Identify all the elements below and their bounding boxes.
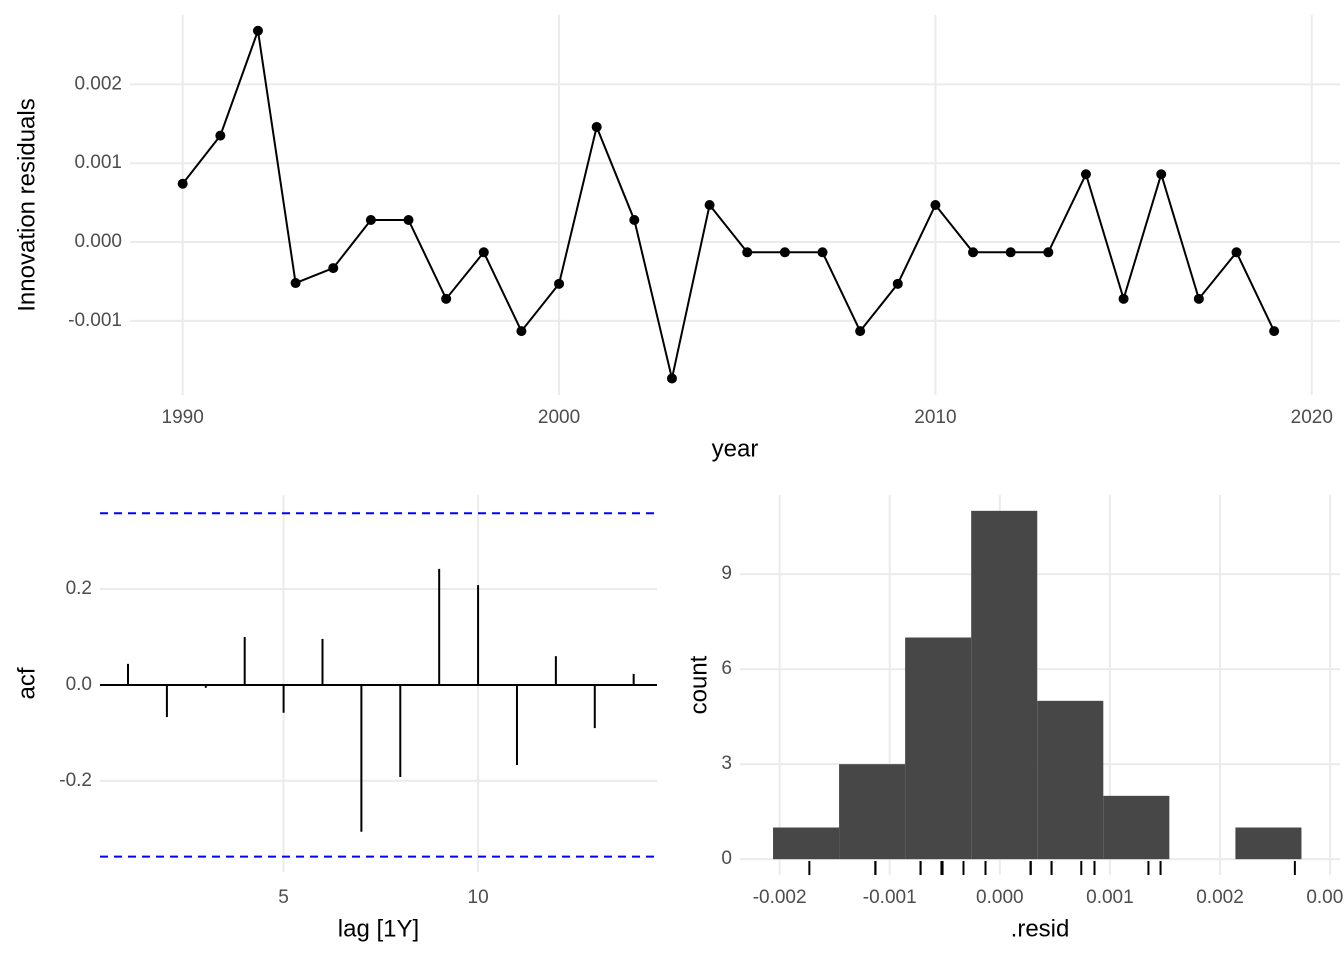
histogram-bar <box>773 827 840 860</box>
data-point <box>1118 293 1129 304</box>
data-point <box>252 25 263 36</box>
y-tick-label: 6 <box>721 658 732 679</box>
data-point <box>1269 326 1280 337</box>
data-point <box>328 263 339 274</box>
y-axis-title: Innovation residuals <box>13 98 40 311</box>
x-axis-title: lag [1Y] <box>338 915 419 942</box>
x-tick-label: 2020 <box>1291 407 1333 428</box>
data-point <box>855 326 866 337</box>
histogram-bar <box>839 764 906 860</box>
data-point <box>779 247 790 258</box>
data-point <box>968 247 979 258</box>
x-tick-label: 0.000 <box>976 887 1024 908</box>
data-point <box>1231 247 1242 258</box>
y-tick-label: 0 <box>721 848 732 869</box>
y-tick-label: 3 <box>721 753 732 774</box>
data-point <box>742 247 753 258</box>
data-point <box>1080 169 1091 180</box>
y-tick-label: 0.001 <box>74 152 122 173</box>
data-point <box>704 200 715 210</box>
y-tick-label: 0.002 <box>74 73 122 94</box>
x-axis-title: .resid <box>1011 915 1070 942</box>
data-point <box>817 247 828 258</box>
y-axis-title: count <box>685 655 712 714</box>
x-tick-label: 0.002 <box>1196 887 1244 908</box>
x-tick-label: 5 <box>278 887 289 908</box>
x-tick-label: -0.001 <box>863 887 917 908</box>
data-point <box>892 278 903 289</box>
series-line <box>181 30 1276 379</box>
y-tick-label: -0.001 <box>68 310 122 331</box>
data-point <box>290 278 301 289</box>
data-point <box>215 130 226 141</box>
data-point <box>365 214 376 225</box>
y-tick-label: 9 <box>721 563 732 584</box>
x-tick-label: 0.003 <box>1306 887 1344 908</box>
x-tick-label: 2010 <box>914 407 956 428</box>
x-tick-label: 1990 <box>162 407 204 428</box>
histogram-bar <box>1103 795 1170 860</box>
data-point <box>591 121 602 132</box>
x-axis-title: year <box>712 435 759 462</box>
data-point <box>1193 293 1204 304</box>
data-point <box>441 293 452 304</box>
data-point <box>930 200 941 210</box>
y-tick-label: -0.2 <box>59 770 92 791</box>
x-tick-label: 2000 <box>538 407 580 428</box>
histogram-bar <box>1037 700 1104 860</box>
data-point <box>516 326 527 337</box>
data-point <box>1043 247 1054 258</box>
data-point <box>403 214 414 225</box>
y-tick-label: 0.2 <box>66 578 92 599</box>
data-point <box>666 373 677 384</box>
x-tick-label: 0.001 <box>1086 887 1134 908</box>
data-point <box>629 214 640 225</box>
data-point <box>177 178 188 189</box>
y-tick-label: 0.0 <box>66 674 92 695</box>
data-point <box>478 247 489 258</box>
data-point <box>554 278 565 289</box>
x-tick-label: 10 <box>468 887 489 908</box>
data-point <box>1156 169 1167 180</box>
histogram-bar <box>1235 827 1302 860</box>
histogram-bar <box>971 510 1038 860</box>
y-axis-title: acf <box>13 667 40 699</box>
histogram-bar <box>905 637 972 860</box>
data-point <box>1005 247 1016 258</box>
x-tick-label: -0.002 <box>753 887 807 908</box>
y-tick-label: 0.000 <box>74 231 122 252</box>
